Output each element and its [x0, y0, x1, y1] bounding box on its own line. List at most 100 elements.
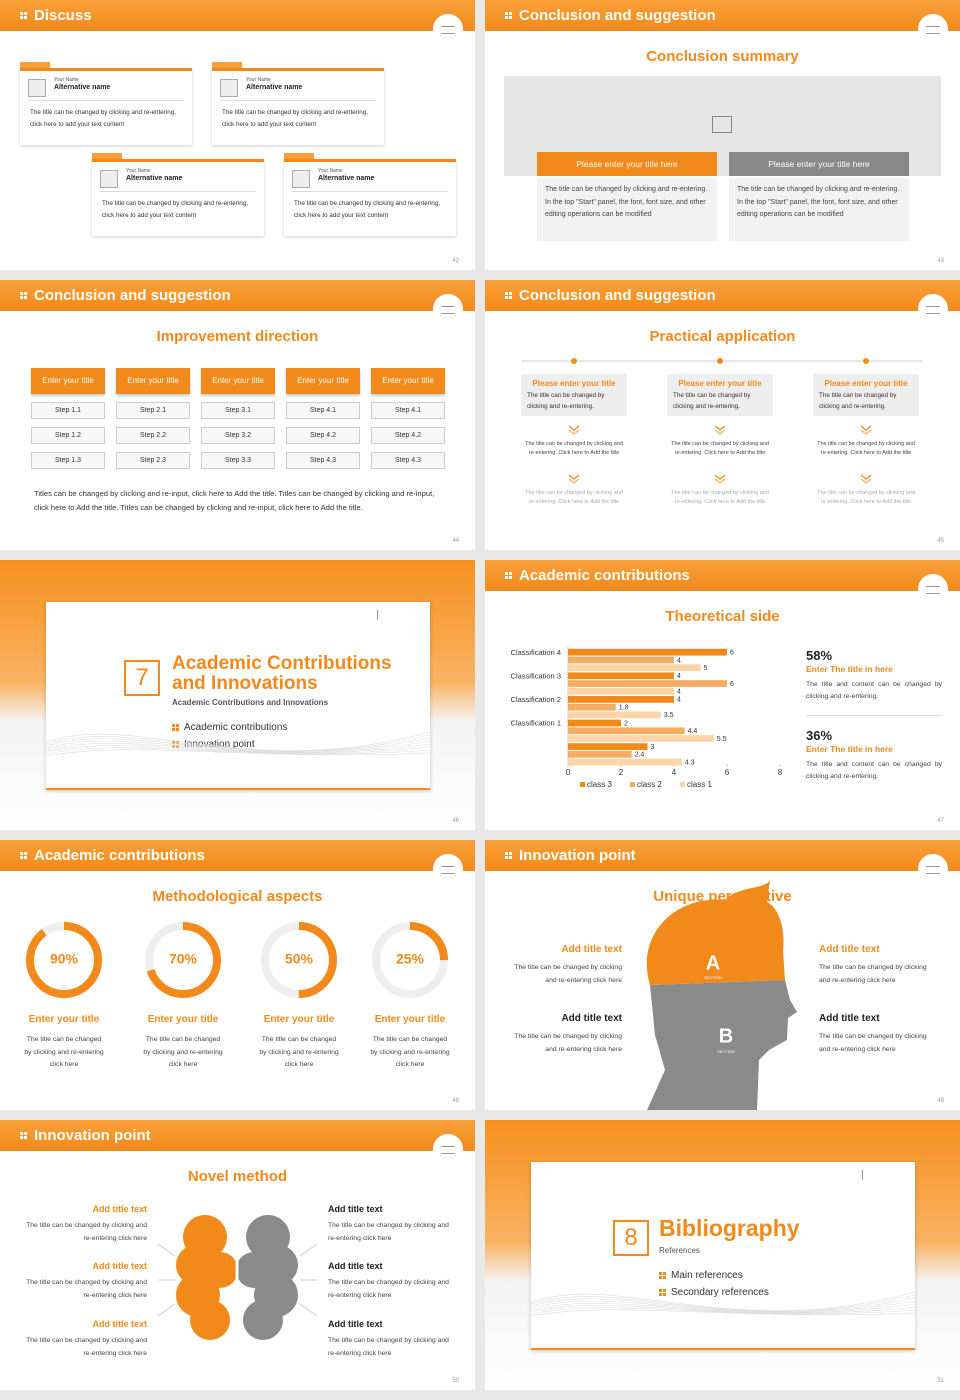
avatar	[220, 79, 238, 97]
divider	[100, 191, 256, 192]
card-name: Alternative name	[246, 84, 303, 91]
logo-mark	[926, 306, 940, 314]
logo-mark	[377, 610, 408, 620]
item-box: Please enter your title The title can be …	[521, 374, 627, 416]
ring-text: The title can be changed by clicking and…	[259, 1036, 339, 1068]
divider	[28, 100, 184, 101]
section-title: Bibliography	[659, 1215, 800, 1241]
card: Your Name Alternative name The title can b…	[20, 68, 192, 145]
icon-dot	[176, 728, 179, 731]
icon-dot	[505, 572, 508, 575]
step: Step 2.3	[116, 452, 190, 469]
icon-dot	[509, 572, 512, 575]
legend-label: class 1	[687, 780, 712, 789]
header-bar	[0, 840, 475, 871]
card: Your Name Alternative name The title can b…	[284, 159, 456, 236]
bar-value: 4	[677, 673, 681, 680]
card-text: The title can be changed by clicking and…	[30, 109, 176, 128]
ring-title: Enter your title	[374, 1014, 446, 1025]
head-top	[646, 880, 785, 985]
bar-value: 5.5	[717, 736, 727, 743]
card-tab	[284, 153, 314, 159]
icon-dot	[659, 1293, 662, 1296]
bar-value: 4.3	[685, 759, 695, 766]
logo	[433, 854, 463, 884]
column-title: Enter your title	[286, 368, 360, 394]
bar-value: 3	[651, 744, 655, 751]
item-text: The title can be changed by clicking and…	[328, 1222, 449, 1242]
column-title: Enter your title	[116, 368, 190, 394]
bar-value: 4.4	[688, 728, 698, 735]
card-text: The title can be changed by clicking and…	[294, 200, 440, 219]
header-title: Conclusion and suggestion	[519, 7, 716, 24]
graphic	[46, 731, 430, 757]
section-card: 8 Bibliography References Main references Se…	[531, 1162, 915, 1350]
item-title: Add title text	[92, 1261, 147, 1271]
bar-value: 2.4	[635, 752, 645, 759]
chevron	[568, 429, 580, 435]
section-item: Innovation point	[184, 739, 255, 750]
wave	[46, 749, 430, 757]
bar-value: 3.5	[664, 712, 674, 719]
category-label: Classification 4	[511, 648, 561, 657]
stat-value: 58%	[806, 648, 833, 663]
page-number: 45	[937, 538, 944, 544]
ring-text: The title can be changed by clicking and…	[370, 1036, 450, 1068]
header-title: Conclusion and suggestion	[34, 287, 231, 304]
wave	[531, 1307, 915, 1315]
logo	[433, 14, 463, 44]
icon-dot	[176, 745, 179, 748]
icon-dot	[663, 1276, 666, 1279]
slide-title: Practical application	[649, 328, 796, 345]
chevron	[860, 474, 872, 480]
ring-arc	[261, 922, 337, 998]
item-title: Add title text	[819, 1013, 880, 1024]
slide-title: Theoretical side	[665, 608, 780, 625]
item-text: The title can be changed by clicking and…	[26, 1222, 147, 1242]
wave	[531, 1303, 915, 1314]
ring-title: Enter your title	[263, 1014, 335, 1025]
bar-value: 4	[677, 697, 681, 704]
slide: Conclusion and suggestion Conclusion summ…	[485, 0, 960, 270]
step: Step 3.2	[201, 427, 275, 444]
wave	[531, 1297, 915, 1312]
item-title: Add title text	[328, 1204, 383, 1214]
ring-label: 25%	[396, 951, 425, 967]
card-text: The title can be changed by clicking and…	[222, 109, 368, 128]
category-label: Classification 1	[511, 719, 561, 728]
bar-value: 6	[730, 650, 734, 657]
ring-text: The title can be changed by clicking and…	[24, 1036, 104, 1068]
section-card: 7 Academic Contributions and Innovations A…	[46, 602, 430, 790]
brain-right	[236, 1252, 272, 1288]
card-small: Your Name	[318, 168, 343, 174]
logo-mark	[862, 1170, 893, 1180]
bar-value: 1.8	[619, 704, 629, 711]
chevron	[568, 474, 580, 480]
bar	[568, 711, 661, 719]
icon-dot	[172, 728, 175, 731]
ring-label: 50%	[285, 951, 314, 967]
page-number: 48	[452, 1098, 459, 1104]
icon-dot	[24, 1132, 27, 1135]
panel-text: The title can be changed by clicking and…	[729, 178, 909, 241]
item-sub: The title can be changed by clicking and…	[817, 490, 915, 505]
chevron	[714, 474, 726, 480]
step: Step 4.2	[286, 427, 360, 444]
section-item: Secondary references	[671, 1287, 769, 1298]
connector	[157, 1303, 176, 1317]
graphic: 90% 70% 50% 25%	[26, 922, 448, 998]
bar	[568, 656, 674, 664]
bar	[568, 696, 674, 703]
item-text: The title can be changed by clicking and…	[527, 392, 605, 410]
section-number: 7	[124, 660, 160, 696]
card-name: Alternative name	[126, 175, 183, 182]
legend-swatch	[630, 782, 635, 787]
stat-value: 36%	[806, 728, 833, 743]
wave	[46, 747, 430, 755]
logo-mark	[926, 26, 940, 34]
icon-dot	[505, 856, 508, 859]
ring-arc	[26, 922, 102, 998]
icon-dot	[505, 16, 508, 19]
icon-dot	[20, 296, 23, 299]
connector	[299, 1303, 318, 1317]
